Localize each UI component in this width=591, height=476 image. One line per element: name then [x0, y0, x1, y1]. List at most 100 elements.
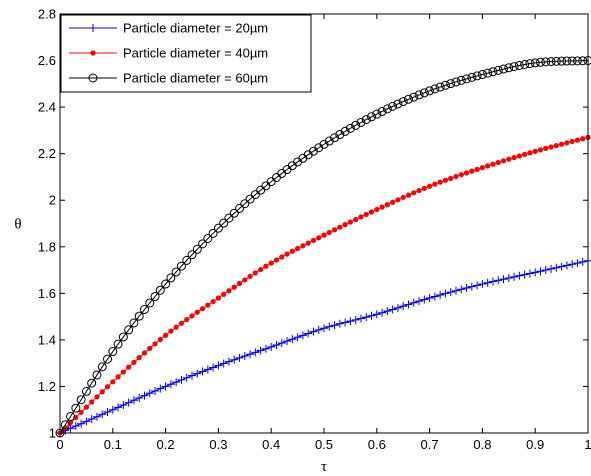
series-3-point — [509, 62, 519, 72]
series-1-point — [161, 382, 170, 391]
series-1-point — [267, 342, 276, 351]
series-1-point — [562, 261, 571, 270]
series-3-point — [319, 139, 329, 149]
series-2-point — [189, 313, 195, 319]
y-tick-label: 2.8 — [38, 7, 56, 22]
series-2-point — [89, 399, 95, 405]
series-1-point — [272, 340, 281, 349]
series-1-point — [388, 305, 397, 314]
series-3-point — [488, 67, 498, 77]
series-2-point — [141, 350, 148, 356]
series-1-point — [114, 403, 123, 412]
series-3-point — [213, 223, 223, 233]
series-2-point — [559, 141, 565, 147]
series-1-point — [568, 260, 577, 269]
series-3-point — [150, 292, 160, 302]
series-3-point — [525, 59, 535, 69]
series-1-point — [488, 277, 497, 286]
x-tick-label: 0 — [56, 437, 63, 452]
y-tick-label: 1.8 — [38, 239, 56, 254]
series-1-point — [219, 359, 228, 368]
series-1-point — [573, 259, 582, 268]
series-3-point — [557, 56, 567, 66]
series-1-point — [346, 317, 355, 326]
series-2-point — [104, 384, 111, 390]
series-1-point — [541, 266, 550, 275]
series-1-point — [425, 293, 434, 302]
series-2-point — [321, 232, 327, 238]
series-3-point — [166, 273, 176, 283]
series-3-point — [66, 411, 76, 421]
series-1-point — [156, 384, 165, 393]
series-2-point — [448, 175, 454, 181]
series-3-point — [229, 208, 239, 218]
series-3-point — [514, 60, 524, 70]
series-3-point — [340, 126, 350, 136]
x-tick-label: 1 — [584, 437, 591, 452]
y-tick-label: 2.2 — [38, 146, 56, 161]
series-1-point — [261, 344, 270, 353]
series-1-point — [240, 352, 249, 361]
series-3-point — [361, 115, 371, 125]
series-1-point — [230, 355, 239, 364]
series-2-point — [120, 369, 126, 375]
legend: Particle diameter = 20µm Particle diamete… — [60, 14, 312, 93]
y-tick-label: 1.6 — [38, 286, 56, 301]
series-2-point — [115, 374, 121, 380]
series-3-point — [60, 420, 70, 430]
series-3-point — [219, 218, 229, 228]
series-3-point — [451, 77, 461, 87]
series-2-point — [126, 364, 132, 370]
series-2-point — [490, 161, 496, 167]
series-1-point — [251, 348, 260, 357]
series-2-point — [136, 355, 142, 361]
legend-marker-1 — [89, 24, 97, 32]
series-3-point — [203, 234, 213, 244]
series-2-point — [157, 336, 163, 343]
series-3-point — [161, 279, 171, 289]
series-1-point — [92, 412, 101, 421]
series-2-point — [506, 156, 512, 162]
series-1-point — [351, 315, 360, 324]
series-2-point — [358, 214, 364, 220]
series-2-point — [432, 181, 438, 187]
series-3-point — [382, 104, 392, 114]
series-2-point — [405, 192, 412, 198]
series-1-point — [430, 292, 439, 301]
series-1-point — [140, 391, 149, 400]
series-1-point — [356, 314, 365, 323]
series-2-point — [78, 409, 84, 415]
series-2-point — [295, 245, 301, 252]
series-3-point — [530, 58, 540, 68]
series-1-point — [98, 410, 107, 419]
y-tick-label: 2 — [49, 193, 56, 208]
series-3-point — [118, 332, 128, 342]
series-1-point — [420, 295, 429, 304]
series-1-point — [362, 313, 371, 322]
y-tick-label: 1 — [49, 426, 56, 441]
series-2-point — [548, 144, 554, 150]
series-1-point — [372, 310, 381, 319]
series-2-point — [474, 166, 480, 172]
series-3-point — [435, 82, 445, 92]
series-3-point — [446, 79, 456, 89]
series-1-point — [520, 270, 529, 279]
legend-label-2: Particle diameter = 40µm — [123, 46, 268, 61]
series-1-point — [182, 373, 191, 382]
series-2-point — [374, 206, 380, 213]
series-2-point — [363, 211, 369, 218]
series-1-point — [145, 389, 154, 398]
series-3-point — [419, 88, 429, 98]
series-2-point — [437, 179, 443, 185]
series-1-point — [446, 288, 455, 297]
series-2-point — [131, 359, 137, 365]
series-2-point — [569, 138, 575, 145]
series-2-point — [574, 137, 581, 143]
x-tick-label: 0.8 — [473, 437, 491, 452]
series-3-point — [388, 101, 398, 111]
series-3-point — [124, 325, 134, 335]
series-3-point — [367, 112, 377, 122]
series-1-point — [467, 282, 476, 291]
series-2-point — [421, 185, 427, 191]
series-3-point — [414, 90, 424, 100]
